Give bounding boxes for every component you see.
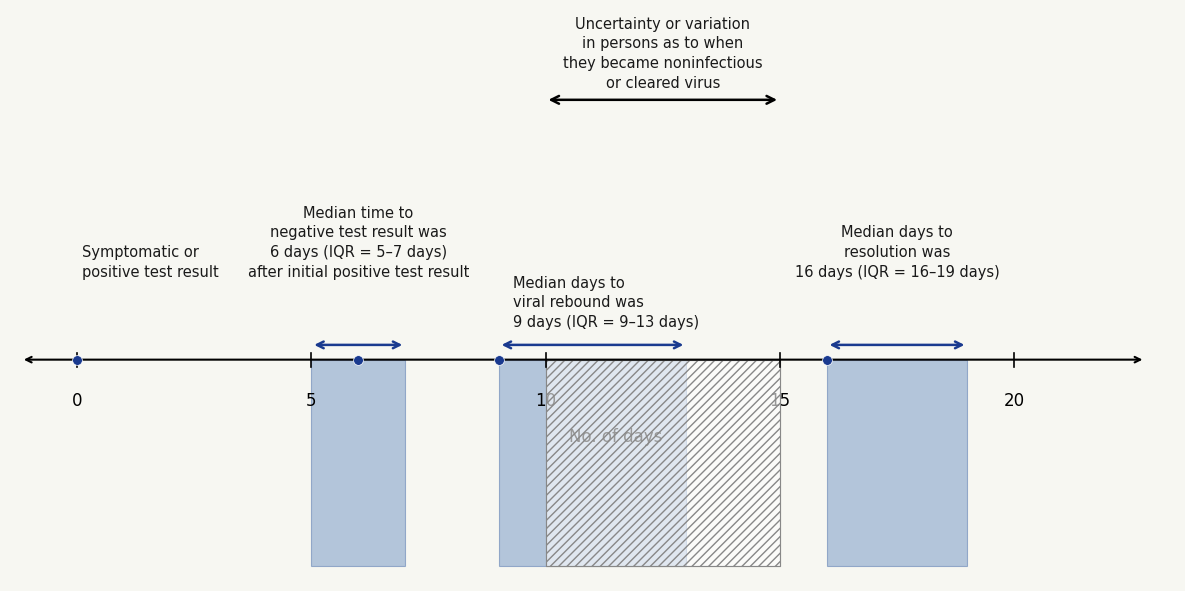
Text: Median days to
viral rebound was
9 days (IQR = 9–13 days): Median days to viral rebound was 9 days … bbox=[513, 275, 699, 330]
Text: Symptomatic or
positive test result: Symptomatic or positive test result bbox=[82, 245, 219, 280]
Text: 15: 15 bbox=[769, 392, 790, 410]
Bar bbox=[827, 360, 967, 566]
Text: 5: 5 bbox=[306, 392, 316, 410]
Text: Uncertainty or variation
in persons as to when
they became noninfectious
or clea: Uncertainty or variation in persons as t… bbox=[563, 17, 763, 91]
Bar bbox=[545, 360, 780, 566]
Text: No. of days: No. of days bbox=[569, 427, 662, 446]
Text: 20: 20 bbox=[1004, 392, 1025, 410]
Text: Median days to
resolution was
16 days (IQR = 16–19 days): Median days to resolution was 16 days (I… bbox=[795, 225, 999, 280]
Text: Median time to
negative test result was
6 days (IQR = 5–7 days)
after initial po: Median time to negative test result was … bbox=[248, 206, 469, 280]
Bar bbox=[312, 360, 405, 566]
Bar bbox=[545, 360, 780, 566]
Bar bbox=[499, 360, 686, 566]
Text: 10: 10 bbox=[536, 392, 556, 410]
Text: 0: 0 bbox=[72, 392, 83, 410]
